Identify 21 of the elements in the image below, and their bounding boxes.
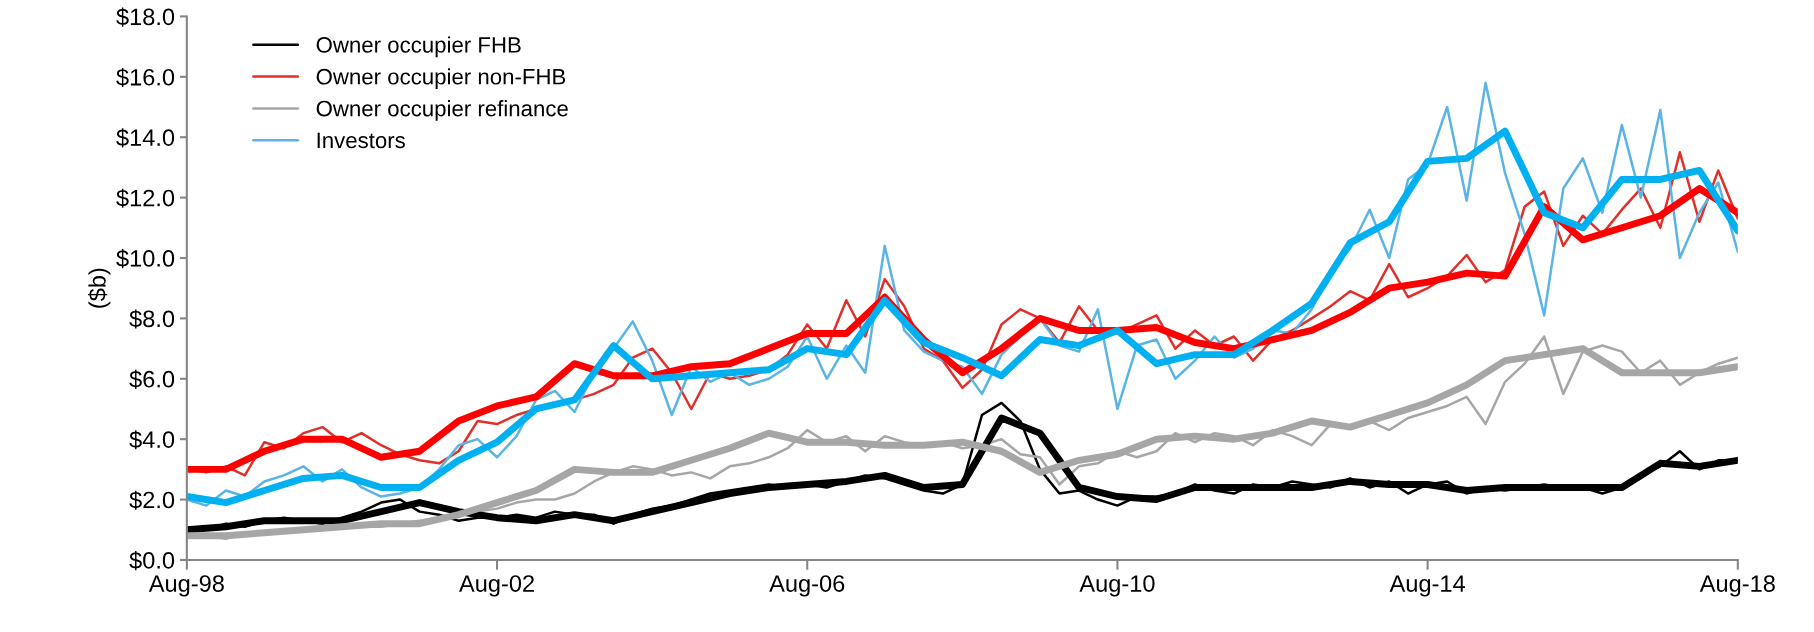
x-tick-label: Aug-98: [148, 575, 224, 597]
x-tick-label: Aug-14: [1389, 575, 1465, 597]
legend-label: Investors: [317, 132, 405, 149]
y-tick-label: $8.0: [129, 309, 175, 329]
legend-label: Owner occupier refinance: [316, 100, 568, 121]
x-tick-label: Aug-06: [769, 575, 845, 597]
legend-label: Owner occupier FHB: [316, 36, 521, 58]
y-tick-label: $6.0: [129, 369, 175, 389]
y-tick-label: $10.0: [116, 249, 175, 269]
y-tick-label: $18.0: [116, 7, 175, 27]
y-tick-label: $14.0: [116, 128, 175, 148]
x-tick-label: Aug-10: [1079, 575, 1155, 597]
legend-label: Owner occupier non-FHB: [316, 68, 566, 89]
y-tick-label: $4.0: [129, 430, 175, 450]
y-tick-label: $12.0: [116, 188, 175, 208]
x-tick-label: Aug-02: [459, 575, 534, 597]
y-tick-label: $0.0: [129, 551, 175, 571]
y-tick-label: $16.0: [116, 67, 175, 88]
y-axis-title: ($b): [88, 268, 111, 308]
y-tick-label: $2.0: [129, 490, 175, 510]
x-tick-label: Aug-18: [1699, 575, 1775, 597]
